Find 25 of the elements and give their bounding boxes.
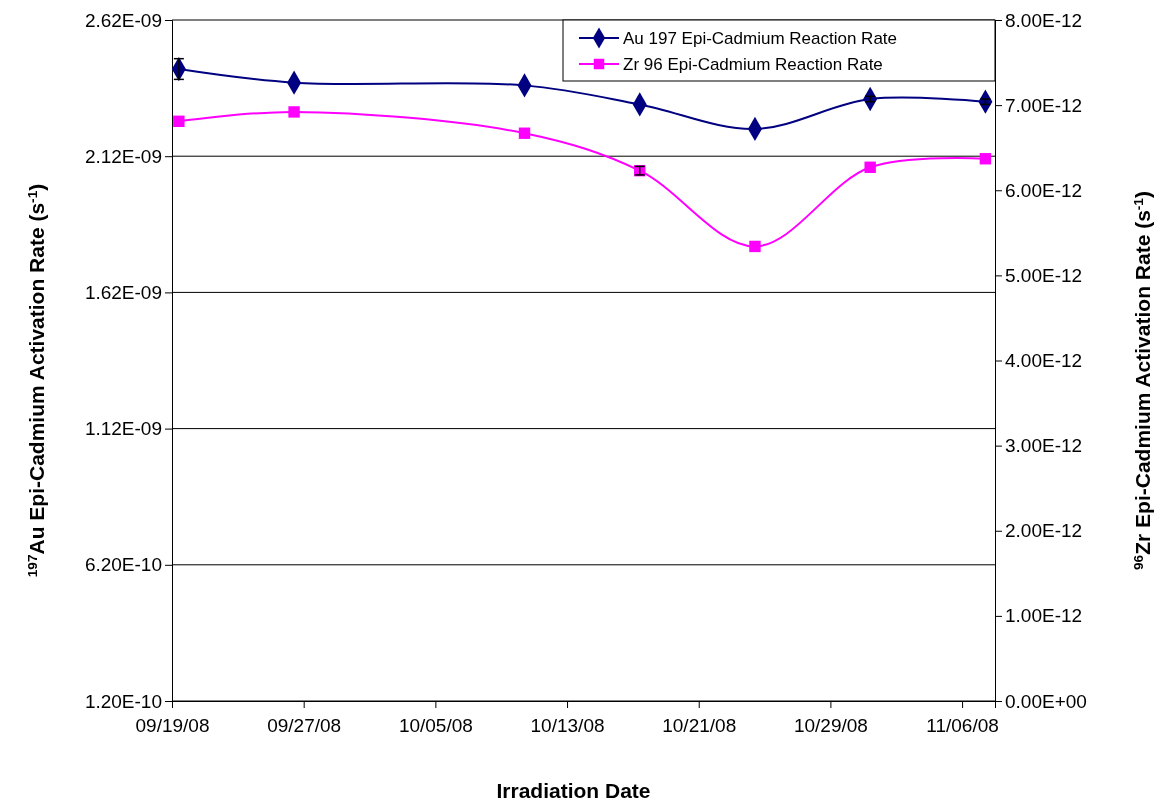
y2-tick-label: 6.00E-12 [1005,179,1083,201]
legend-label: Au 197 Epi-Cadmium Reaction Rate [623,29,898,48]
x-axis-title: Irradiation Date [496,779,651,802]
y-tick-label: 2.12E-09 [84,145,162,167]
x-tick-label: 10/21/08 [662,714,737,736]
y2-tick-label: 5.00E-12 [1005,264,1083,286]
x-tick-label: 10/13/08 [530,714,605,736]
legend-label: Zr 96 Epi-Cadmium Reaction Rate [623,55,883,74]
y2-tick-label: 1.00E-12 [1005,605,1083,627]
y-tick-label: 2.62E-09 [84,9,162,31]
y-tick-label: 1.12E-09 [84,418,162,440]
y2-tick-label: 4.00E-12 [1005,350,1083,372]
x-tick-label: 09/27/08 [267,714,342,736]
y2-tick-label: 7.00E-12 [1005,94,1083,116]
x-tick-label: 11/06/08 [926,714,999,736]
y2-tick-label: 8.00E-12 [1005,9,1083,31]
x-tick-label: 10/29/08 [793,714,868,736]
y2-tick-label: 0.00E+00 [1005,690,1087,712]
x-tick-label: 09/19/08 [135,714,210,736]
y-tick-label: 1.20E-10 [84,690,162,712]
y-tick-label: 6.20E-10 [84,554,162,576]
y2-tick-label: 2.00E-12 [1005,520,1083,542]
y2-tick-label: 3.00E-12 [1005,435,1083,457]
x-tick-label: 10/05/08 [398,714,473,736]
y-tick-label: 1.62E-09 [84,281,162,303]
